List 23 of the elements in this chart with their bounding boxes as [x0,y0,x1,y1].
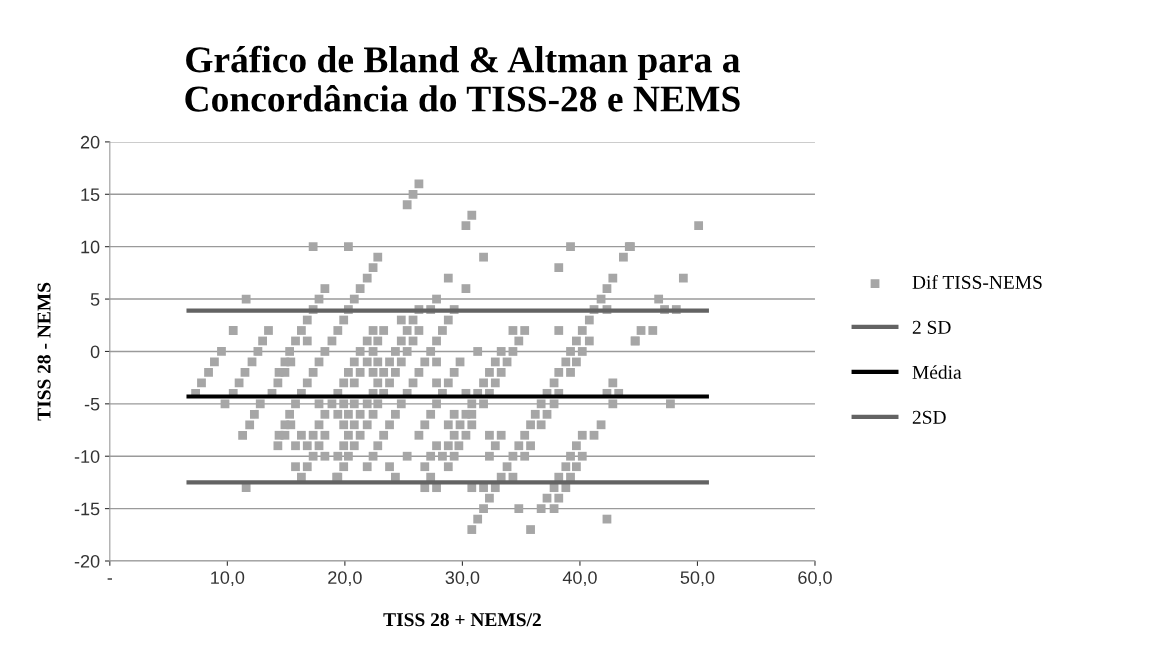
x-tick-label: 60,0 [798,571,832,587]
y-tick-label: -5 [84,397,100,411]
x-axis-title: TISS 28 + NEMS/2 [383,613,541,627]
legend-label: Dif TISS-NEMS [912,275,1042,289]
x-tick-label: 20,0 [328,571,362,587]
y-tick-label: 0 [90,345,100,359]
legend-label: 2SD [912,410,946,424]
y-tick-label: 5 [90,293,100,306]
y-tick-label: 20 [80,135,100,149]
y-tick-label: 10 [81,240,100,254]
x-tick-label: 50,0 [680,571,715,587]
chart-title: Gráfico de Bland & Altman para a Concordância do TISS-28 e NEMS [185,45,740,112]
y-tick-label: 15 [81,188,100,202]
y-tick-label: -10 [74,450,100,463]
x-tick-label: - [107,578,113,580]
x-tick-label: 30,0 [445,571,480,587]
x-tick-label: 40,0 [562,571,597,587]
y-tick-label: -20 [74,554,100,568]
legend-label: 2 SD [912,320,951,334]
y-tick-label: -15 [74,502,100,516]
legend-label: Média [912,365,962,379]
x-tick-label: 10,0 [211,571,245,587]
y-axis-title: TISS 28 - NEMS [37,282,51,421]
